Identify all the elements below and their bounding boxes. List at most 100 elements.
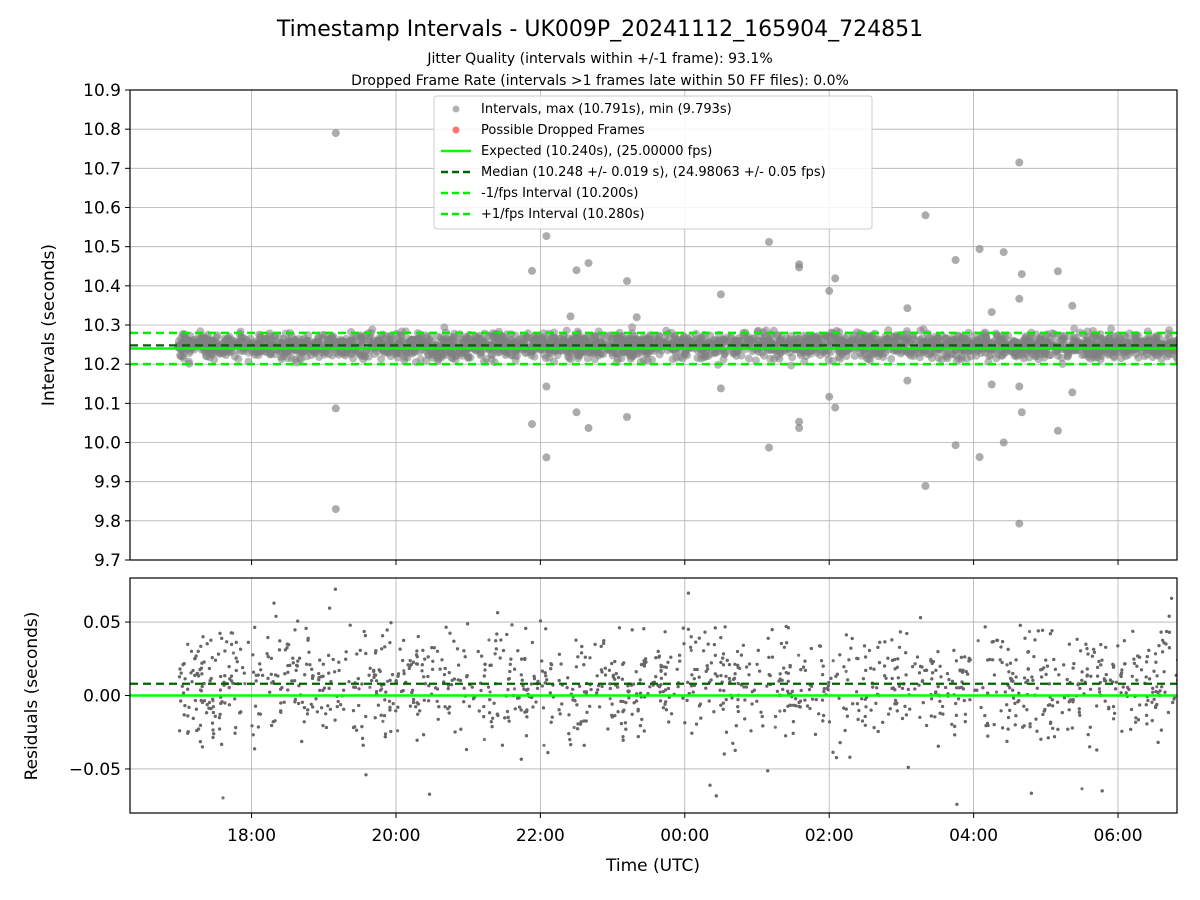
residual-point xyxy=(566,676,570,680)
residual-point xyxy=(336,699,340,704)
residual-point xyxy=(391,702,395,706)
residual-point xyxy=(603,673,608,677)
residual-point xyxy=(1136,718,1141,722)
residual-point xyxy=(623,721,628,725)
residual-point xyxy=(1151,690,1155,694)
residual-point xyxy=(642,659,646,663)
residual-point xyxy=(986,723,990,728)
residual-point xyxy=(781,687,785,692)
interval-point xyxy=(283,354,292,363)
interval-point xyxy=(719,355,728,364)
interval-point xyxy=(394,334,403,343)
interval-point xyxy=(1048,329,1056,338)
interval-point xyxy=(1093,353,1102,362)
residual-point xyxy=(269,672,273,676)
residual-point xyxy=(1120,729,1124,733)
interval-point xyxy=(1105,350,1113,359)
residual-point xyxy=(246,640,250,645)
residual-point xyxy=(344,657,348,661)
interval-point xyxy=(454,338,463,347)
residual-point xyxy=(992,673,997,677)
residual-point xyxy=(1155,702,1159,707)
residual-point xyxy=(890,676,894,681)
residual-point xyxy=(803,698,807,702)
residual-point xyxy=(797,653,801,657)
residual-point xyxy=(377,668,381,672)
interval-point xyxy=(1121,352,1130,361)
residual-point xyxy=(322,686,327,690)
residual-point xyxy=(540,669,545,673)
interval-point xyxy=(1155,332,1163,341)
residual-point xyxy=(310,676,315,681)
residual-point xyxy=(510,623,514,627)
interval-outlier-point xyxy=(566,312,575,321)
residual-point xyxy=(900,686,905,691)
residual-point xyxy=(396,729,400,733)
interval-outlier-point xyxy=(999,248,1008,257)
residual-point xyxy=(462,686,466,690)
residual-point xyxy=(519,757,523,761)
residual-point xyxy=(1017,691,1021,695)
interval-point xyxy=(821,332,830,341)
residual-point xyxy=(954,701,958,706)
residual-point xyxy=(1047,682,1051,686)
residual-point xyxy=(333,670,337,674)
legend-box xyxy=(433,95,873,230)
residual-point xyxy=(385,679,390,684)
residual-point xyxy=(358,648,362,653)
intervals-legend: Intervals, max (10.791s), min (9.793s) P… xyxy=(433,95,873,230)
residual-point xyxy=(1152,669,1156,673)
residual-point xyxy=(482,705,486,709)
residual-point xyxy=(895,665,899,669)
interval-point xyxy=(916,335,925,344)
residual-point xyxy=(531,705,535,709)
residual-point xyxy=(638,724,643,728)
residual-point xyxy=(871,685,875,689)
interval-point xyxy=(290,335,299,344)
residual-point xyxy=(521,684,525,688)
intervals-y-tick-label: 10.2 xyxy=(83,355,121,375)
residual-point xyxy=(654,656,658,660)
interval-outlier-point xyxy=(903,376,912,385)
intervals-y-tick-label: 10.9 xyxy=(83,81,121,101)
residual-point xyxy=(266,676,270,681)
residual-point xyxy=(513,707,517,711)
residuals-points xyxy=(177,587,1177,806)
interval-point xyxy=(400,356,409,365)
residual-point xyxy=(357,703,361,708)
residual-point xyxy=(708,783,712,787)
residual-point xyxy=(302,706,306,710)
residual-point xyxy=(939,675,943,679)
residual-point xyxy=(477,709,481,713)
residual-point xyxy=(1162,670,1166,674)
residual-point xyxy=(198,740,202,744)
residual-point xyxy=(864,668,868,673)
interval-point xyxy=(693,335,702,343)
interval-point xyxy=(850,351,859,360)
intervals-y-tick-label: 10.0 xyxy=(83,434,121,454)
residual-point xyxy=(234,656,238,660)
residual-point xyxy=(654,675,658,679)
interval-outlier-point xyxy=(331,505,340,514)
residual-point xyxy=(697,675,701,679)
residual-point xyxy=(1044,672,1048,677)
residual-point xyxy=(305,662,309,666)
jitter-quality-subtitle: Jitter Quality (intervals within +/-1 fr… xyxy=(426,51,772,67)
residual-point xyxy=(917,683,921,687)
interval-point xyxy=(572,333,581,342)
residual-point xyxy=(918,664,923,669)
residual-point xyxy=(818,644,823,648)
residual-point xyxy=(1014,714,1018,718)
interval-point xyxy=(582,339,591,348)
interval-outlier-point xyxy=(1015,158,1024,167)
residual-point xyxy=(1040,667,1044,671)
residual-point xyxy=(784,734,788,738)
residual-point xyxy=(278,639,282,643)
residual-point xyxy=(370,679,374,683)
residual-point xyxy=(310,667,314,671)
residual-point xyxy=(582,663,586,667)
residual-point xyxy=(1147,648,1151,653)
interval-point xyxy=(1045,340,1054,349)
residual-point xyxy=(1060,711,1064,715)
residual-point xyxy=(1011,688,1015,692)
